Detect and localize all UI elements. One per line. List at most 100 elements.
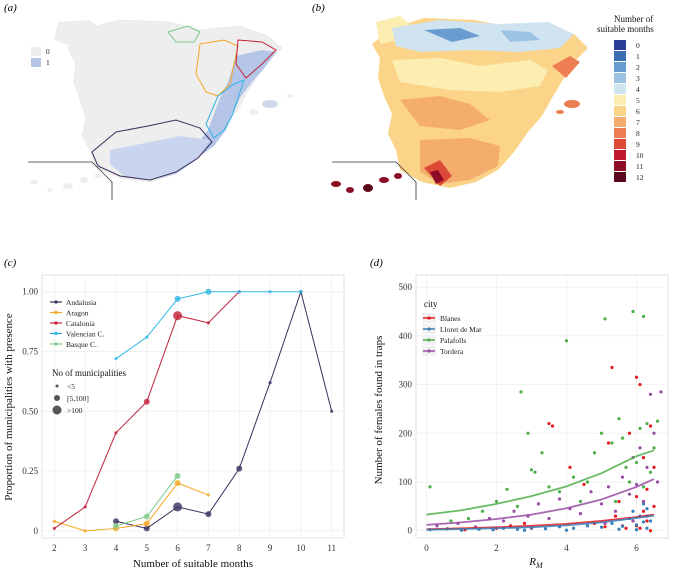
scale-label-2: 2 <box>636 63 640 72</box>
legend-swatch-1 <box>31 58 41 67</box>
y-tick-label: 500 <box>399 282 413 292</box>
data-point-Palafolls <box>634 460 639 465</box>
legend-label-Andalusia: Andalusia <box>66 298 97 307</box>
data-point-Palafolls <box>641 485 646 489</box>
data-point-Lloret de Mar <box>620 524 625 528</box>
scale-swatch-4 <box>614 84 626 94</box>
scale-label-0: 0 <box>636 41 640 50</box>
data-point-Tordera <box>631 519 635 523</box>
legend-label-0: 0 <box>46 47 50 56</box>
panel-b-label: (b) <box>312 2 325 14</box>
data-point-Tordera <box>589 490 593 494</box>
data-point-Andalusia <box>236 465 243 472</box>
data-point-Lloret de Mar <box>571 526 576 530</box>
data-point-Blanes <box>613 514 618 518</box>
y-tick-label: 0.25 <box>22 466 38 476</box>
data-point-Tordera <box>652 431 656 435</box>
legend-dot-Palafolls <box>427 338 431 342</box>
data-point-Blanes <box>641 509 646 513</box>
data-point-Basque C. <box>143 513 150 520</box>
scale-label-12: 12 <box>636 173 644 182</box>
scale-label-10: 10 <box>636 151 644 160</box>
data-point-Catalonia <box>143 398 150 405</box>
legend-label-Lloret de Mar: Lloret de Mar <box>440 325 482 334</box>
scale-label-7: 7 <box>636 118 640 127</box>
x-tick-label: 7 <box>206 543 211 553</box>
data-point-Lloret de Mar <box>599 525 604 529</box>
data-point-Blanes <box>603 525 607 529</box>
y-tick-label: 1.00 <box>22 287 38 297</box>
size-legend-title: No of municipalities <box>52 368 126 378</box>
legend-label-Blanes: Blanes <box>440 314 460 323</box>
data-point-Palafolls <box>617 417 621 421</box>
data-point-Andalusia <box>205 511 212 518</box>
data-point-Tordera <box>655 480 660 484</box>
scale-swatch-9 <box>614 139 626 149</box>
panel-d-label: (d) <box>370 257 383 269</box>
data-point-Catalonia <box>206 321 211 325</box>
data-point-Basque C. <box>112 523 119 530</box>
scale-swatch-7 <box>614 117 626 127</box>
data-point-Valencian C. <box>145 335 149 339</box>
size-legend-dot-large <box>52 405 62 415</box>
data-point-Blanes <box>652 504 656 508</box>
data-point-Palafolls <box>578 499 583 504</box>
y-axis-title-d: Number of females found in traps <box>373 336 385 485</box>
data-point-Palafolls <box>655 419 660 423</box>
data-point-Blanes <box>582 482 586 487</box>
legend-label-Basque C.: Basque C. <box>66 340 97 349</box>
y-tick-label: 400 <box>399 331 413 341</box>
legend-dot-Tordera <box>427 349 431 353</box>
x-axis-title-c: Number of suitable months <box>133 558 253 570</box>
scale-swatch-3 <box>614 73 626 83</box>
x-tick-label: 0 <box>424 543 429 553</box>
data-point-Palafolls <box>480 509 485 513</box>
size-legend-dot-small <box>55 384 59 388</box>
data-point-Palafolls <box>428 485 432 489</box>
data-point-Lloret de Mar <box>645 526 649 530</box>
data-point-Blanes <box>547 421 551 426</box>
data-point-Basque C. <box>174 472 181 479</box>
data-point-Blanes <box>641 456 646 460</box>
data-point-Tordera <box>627 492 632 496</box>
data-point-Tordera <box>547 516 551 521</box>
data-point-Tordera <box>557 497 562 501</box>
x-tick-label: 5 <box>145 543 150 553</box>
size-legend-label-small: <5 <box>67 382 75 391</box>
data-point-Catalonia <box>83 505 87 509</box>
data-point-Palafolls <box>529 468 534 472</box>
series-d <box>426 309 663 533</box>
x-tick-label: 8 <box>237 543 242 553</box>
data-point-Lloret de Mar <box>585 524 590 528</box>
scale-label-4: 4 <box>636 85 640 94</box>
data-point-Palafolls <box>564 339 569 343</box>
size-legend-dot-medium <box>54 395 60 401</box>
data-point-Palafolls <box>613 499 618 504</box>
spain-suitability-map <box>331 16 588 200</box>
data-point-Palafolls <box>627 480 632 484</box>
data-point-Valencian C. <box>114 357 118 361</box>
x-tick-label: 6 <box>634 543 639 553</box>
data-point-Aragon <box>52 519 56 523</box>
legend-dot-Basque C. <box>54 342 58 346</box>
y-ticks-c: 0 0.25 0.50 0.75 1.00 <box>22 287 38 536</box>
legend-dot-Lloret de Mar <box>427 327 431 331</box>
y-tick-label: 0 <box>34 526 39 536</box>
legend-title-line2: suitable months <box>597 24 654 34</box>
data-point-Valencian C. <box>299 290 303 294</box>
spain-presence-map <box>28 19 293 200</box>
x-tick-label: 4 <box>114 543 119 553</box>
data-point-Andalusia <box>143 525 150 532</box>
data-point-Andalusia <box>112 518 119 525</box>
data-point-Tordera <box>578 512 583 516</box>
series-line-Aragon <box>54 482 209 532</box>
data-point-Palafolls <box>466 516 471 521</box>
data-point-Andalusia <box>173 502 183 512</box>
data-point-Blanes <box>522 521 527 525</box>
data-point-Lloret de Mar <box>641 520 646 524</box>
data-point-Lloret de Mar <box>645 507 649 511</box>
data-point-Blanes <box>638 526 642 530</box>
